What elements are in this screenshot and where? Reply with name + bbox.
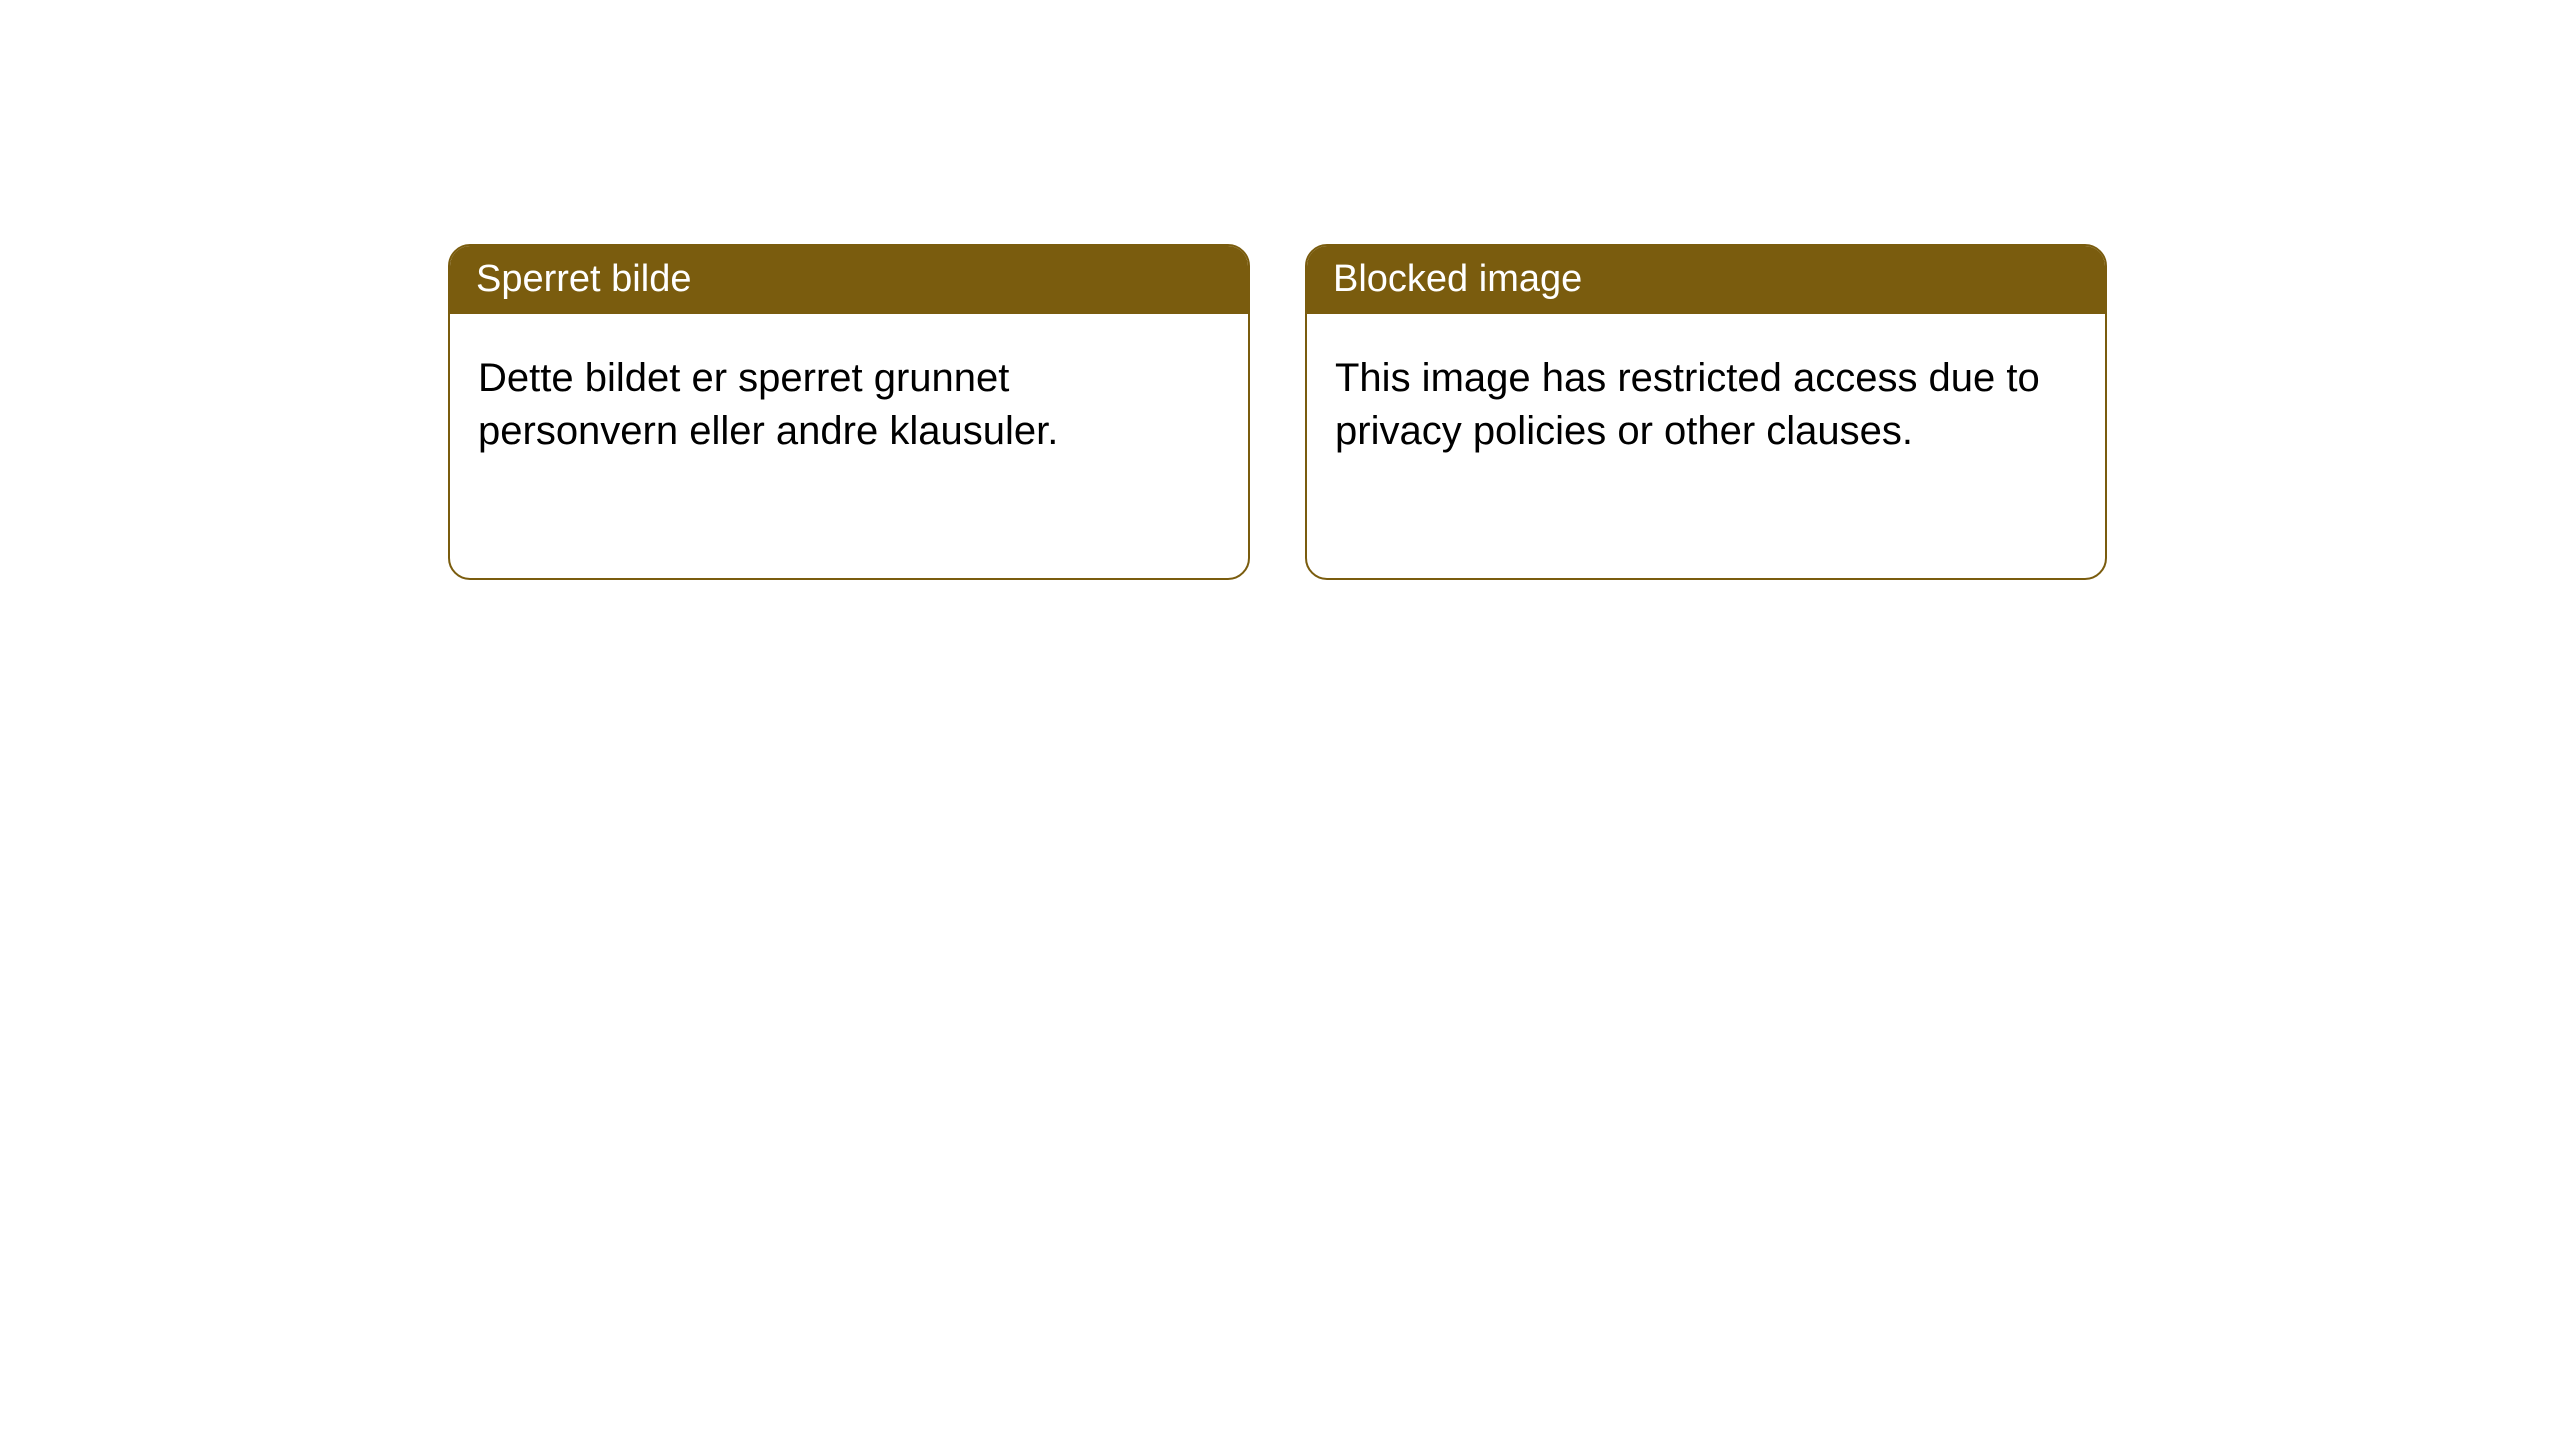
notice-cards-container: Sperret bilde Dette bildet er sperret gr…	[0, 0, 2560, 580]
notice-card-header: Sperret bilde	[450, 246, 1248, 314]
notice-card-english: Blocked image This image has restricted …	[1305, 244, 2107, 580]
notice-card-body: This image has restricted access due to …	[1307, 314, 2105, 486]
notice-card-header: Blocked image	[1307, 246, 2105, 314]
notice-card-body: Dette bildet er sperret grunnet personve…	[450, 314, 1248, 486]
notice-card-norwegian: Sperret bilde Dette bildet er sperret gr…	[448, 244, 1250, 580]
